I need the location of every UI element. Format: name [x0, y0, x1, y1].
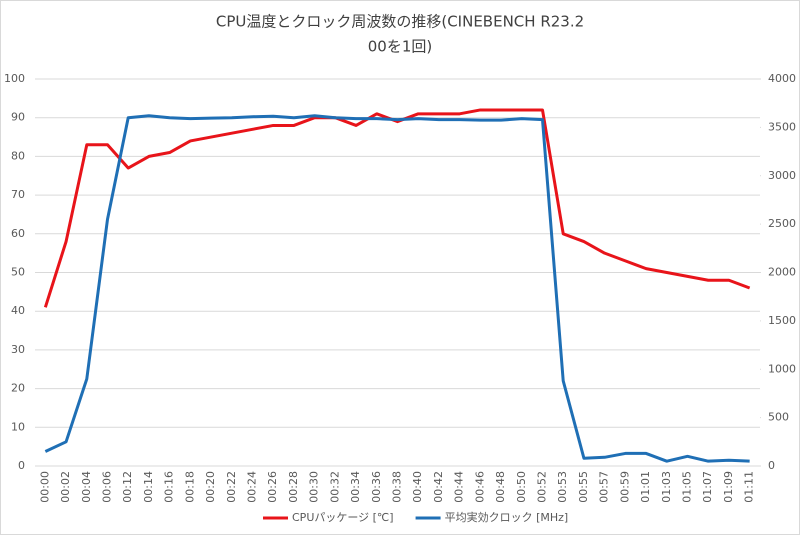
series-line — [44, 114, 750, 463]
x-tick-label: 01:05 — [681, 471, 694, 503]
x-tick-label: 01:11 — [743, 471, 756, 503]
x-tick-label: 00:44 — [453, 471, 466, 503]
y-tick-label: 80 — [11, 149, 25, 162]
x-tick-label: 00:42 — [432, 471, 445, 503]
x-tick-label: 00:06 — [101, 471, 114, 503]
x-tick-label: 00:14 — [142, 471, 155, 503]
x-tick-label: 00:59 — [618, 471, 631, 503]
y2-tick-label: 2500 — [768, 217, 796, 230]
x-tick-label: 00:00 — [38, 471, 51, 503]
chart-title: CPU温度とクロック周波数の推移(CINEBENCH R23.2 — [216, 13, 584, 31]
series-line — [43, 108, 751, 308]
legend-label: CPUパッケージ [℃] — [292, 511, 394, 524]
x-tick-label: 01:01 — [639, 471, 652, 503]
x-tick-label: 00:46 — [473, 471, 486, 503]
x-tick-label: 00:40 — [411, 471, 424, 503]
x-tick-label: 00:57 — [598, 471, 611, 503]
x-tick-label: 01:07 — [701, 471, 714, 503]
y2-tick-label: 3500 — [768, 120, 796, 133]
x-tick-label: 00:52 — [536, 471, 549, 503]
x-tick-label: 00:36 — [370, 471, 383, 503]
x-tick-label: 00:50 — [515, 471, 528, 503]
y2-tick-label: 1000 — [768, 362, 796, 375]
x-tick-label: 00:24 — [246, 471, 259, 503]
y-tick-label: 40 — [11, 304, 25, 317]
x-tick-label: 01:09 — [722, 471, 735, 503]
x-tick-label: 00:30 — [308, 471, 321, 503]
y2-tick-label: 500 — [768, 411, 789, 424]
y-tick-label: 30 — [11, 343, 25, 356]
chart-title: 00を1回) — [368, 38, 432, 56]
y2-tick-label: 3000 — [768, 169, 796, 182]
legend-label: 平均実効クロック [MHz] — [445, 510, 569, 524]
y-tick-label: 90 — [11, 111, 25, 124]
x-tick-label: 00:53 — [556, 471, 569, 503]
y-tick-label: 10 — [11, 420, 25, 433]
y-tick-label: 100 — [4, 72, 25, 85]
y-tick-label: 50 — [11, 266, 25, 279]
y2-tick-label: 1500 — [768, 314, 796, 327]
x-tick-label: 00:34 — [349, 471, 362, 503]
y-tick-label: 0 — [18, 459, 25, 472]
x-tick-label: 00:04 — [80, 471, 93, 503]
y2-tick-label: 4000 — [768, 72, 796, 85]
x-tick-label: 00:20 — [204, 471, 217, 503]
x-tick-label: 00:48 — [494, 471, 507, 503]
x-tick-label: 00:16 — [163, 471, 176, 503]
x-tick-label: 00:55 — [577, 471, 590, 503]
y2-tick-label: 2000 — [768, 266, 796, 279]
y-tick-label: 60 — [11, 227, 25, 240]
x-tick-label: 00:02 — [59, 471, 72, 503]
x-tick-label: 00:22 — [225, 471, 238, 503]
x-tick-label: 01:03 — [660, 471, 673, 503]
y2-tick-label: 0 — [768, 459, 775, 472]
x-tick-label: 00:26 — [266, 471, 279, 503]
y-tick-label: 20 — [11, 382, 25, 395]
x-tick-label: 00:18 — [183, 471, 196, 503]
x-tick-label: 00:28 — [287, 471, 300, 503]
x-tick-label: 00:12 — [121, 471, 134, 503]
y-tick-label: 70 — [11, 188, 25, 201]
x-tick-label: 00:32 — [328, 471, 341, 503]
x-tick-label: 00:38 — [391, 471, 404, 503]
